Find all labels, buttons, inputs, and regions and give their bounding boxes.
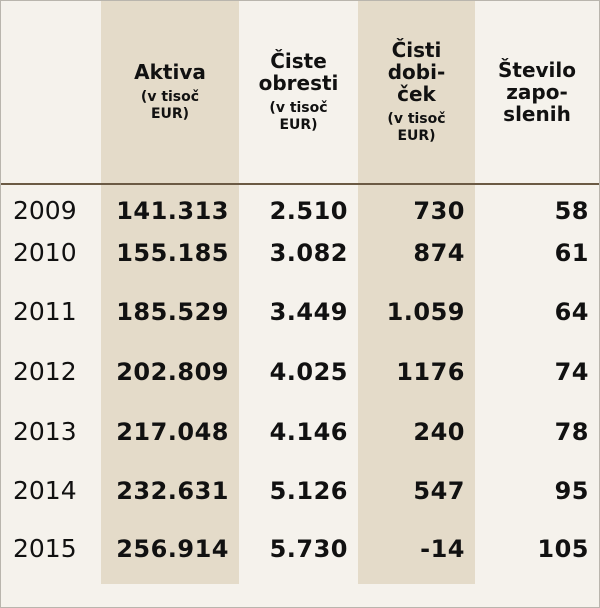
- value-cell: 2.510: [269, 197, 348, 225]
- header-title: zapo-: [506, 80, 568, 104]
- column-header: Število zapo-slenih: [475, 1, 599, 183]
- value-cell: 74: [554, 358, 589, 386]
- value-cell: 730: [413, 197, 465, 225]
- value-cell: 61: [554, 239, 589, 267]
- value-cell: 1.059: [386, 298, 465, 326]
- year-cell: 2012: [13, 357, 77, 386]
- value-cell: 3.449: [269, 298, 348, 326]
- value-cell: 202.809: [116, 358, 229, 386]
- value-cell: 141.313: [116, 197, 229, 225]
- column-shade: [358, 1, 475, 584]
- column-header: Čiste obresti (v tisoč EUR): [239, 1, 358, 183]
- value-cell: 155.185: [116, 239, 229, 267]
- header-unit: (v tisoč: [269, 100, 328, 116]
- year-cell: 2011: [13, 297, 77, 326]
- value-cell: 217.048: [116, 418, 229, 446]
- header-unit: (v tisoč: [140, 89, 200, 105]
- column-header: Čisti dobi-ček (v tisoč EUR): [358, 1, 475, 183]
- year-cell: 2010: [13, 238, 77, 267]
- header-unit: (v tisoč: [387, 111, 446, 127]
- value-cell: 58: [554, 197, 589, 225]
- year-cell: 2014: [13, 476, 77, 505]
- value-cell: 95: [554, 477, 589, 505]
- value-cell: 5.126: [269, 477, 348, 505]
- header-unit: EUR): [279, 117, 318, 133]
- year-cell: 2015: [13, 534, 77, 563]
- value-cell: 240: [413, 418, 465, 446]
- header-title: Aktiva: [134, 60, 206, 84]
- value-cell: 874: [413, 239, 465, 267]
- value-cell: 232.631: [116, 477, 229, 505]
- column-header: Aktiva (v tisoč EUR): [101, 1, 239, 183]
- header-title: Čiste: [270, 49, 327, 73]
- header-title: ček: [397, 82, 436, 106]
- header-title: Čisti: [391, 38, 442, 62]
- value-cell: 256.914: [116, 535, 229, 563]
- header-title: dobi-: [387, 60, 446, 84]
- value-cell: 78: [554, 418, 589, 446]
- value-cell: 5.730: [269, 535, 348, 563]
- value-cell: 3.082: [269, 239, 348, 267]
- column-shade: [101, 1, 239, 584]
- header-rule: [1, 183, 599, 185]
- value-cell: 1176: [396, 358, 465, 386]
- value-cell: 185.529: [116, 298, 229, 326]
- header-title: slenih: [503, 102, 571, 126]
- header-unit: EUR): [397, 128, 436, 144]
- value-cell: 4.146: [269, 418, 348, 446]
- value-cell: 105: [537, 535, 589, 563]
- value-cell: -14: [420, 535, 465, 563]
- value-cell: 4.025: [269, 358, 348, 386]
- header-unit: EUR): [150, 106, 190, 122]
- year-cell: 2009: [13, 196, 77, 225]
- year-cell: 2013: [13, 417, 77, 446]
- value-cell: 64: [554, 298, 589, 326]
- value-cell: 547: [413, 477, 465, 505]
- header-title: Število: [497, 58, 577, 82]
- column-header: [1, 1, 101, 183]
- header-title: obresti: [258, 71, 339, 95]
